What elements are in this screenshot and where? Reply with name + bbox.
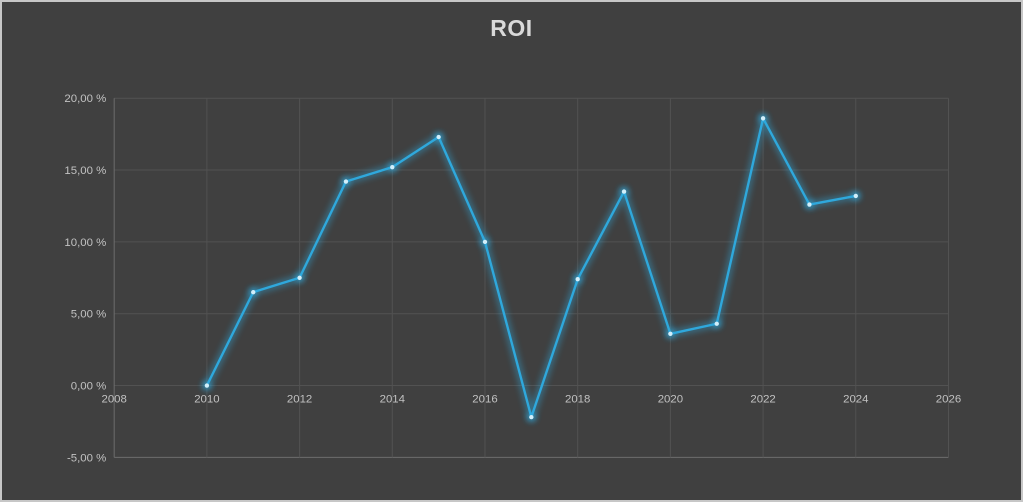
y-tick-label: 5,00 % (71, 309, 106, 321)
x-tick-label: 2026 (936, 393, 961, 405)
x-tick-label: 2020 (658, 393, 683, 405)
x-tick-label: 2014 (380, 393, 405, 405)
data-point-marker (668, 331, 673, 336)
x-tick-label: 2018 (565, 393, 590, 405)
data-point-marker (390, 164, 395, 170)
y-tick-label: 0,00 % (71, 380, 106, 392)
data-point-marker (575, 277, 580, 282)
data-point-marker (251, 289, 256, 295)
data-point-marker (760, 116, 766, 121)
x-tick-label: 2008 (102, 393, 127, 405)
axis-tick-labels: 20,00 % 15,00 % 10,00 % 5,00 % 0,00 % -5,00 %… (64, 93, 961, 464)
gridlines (113, 97, 949, 458)
y-tick-label: -5,00 % (67, 452, 106, 464)
data-point-marker (204, 383, 210, 388)
series-line (205, 117, 857, 419)
y-tick-label: 10,00 % (64, 237, 106, 249)
y-tick-label: 20,00 % (64, 93, 106, 105)
data-series (202, 114, 860, 422)
data-point-marker (297, 275, 302, 280)
data-point-marker (436, 134, 441, 140)
data-point-marker (482, 239, 488, 245)
chart-title: ROI (490, 15, 533, 41)
x-tick-label: 2024 (843, 393, 868, 405)
y-tick-label: 15,00 % (64, 165, 106, 177)
x-tick-label: 2016 (472, 393, 497, 405)
data-point-marker (621, 189, 627, 194)
data-point-marker (529, 414, 534, 420)
data-point-marker (343, 179, 349, 184)
data-point-marker (807, 202, 812, 207)
data-point-marker (853, 193, 858, 199)
x-tick-label: 2010 (194, 393, 219, 405)
x-tick-label: 2012 (287, 393, 312, 405)
data-point-marker (714, 321, 719, 326)
x-tick-label: 2022 (750, 393, 775, 405)
